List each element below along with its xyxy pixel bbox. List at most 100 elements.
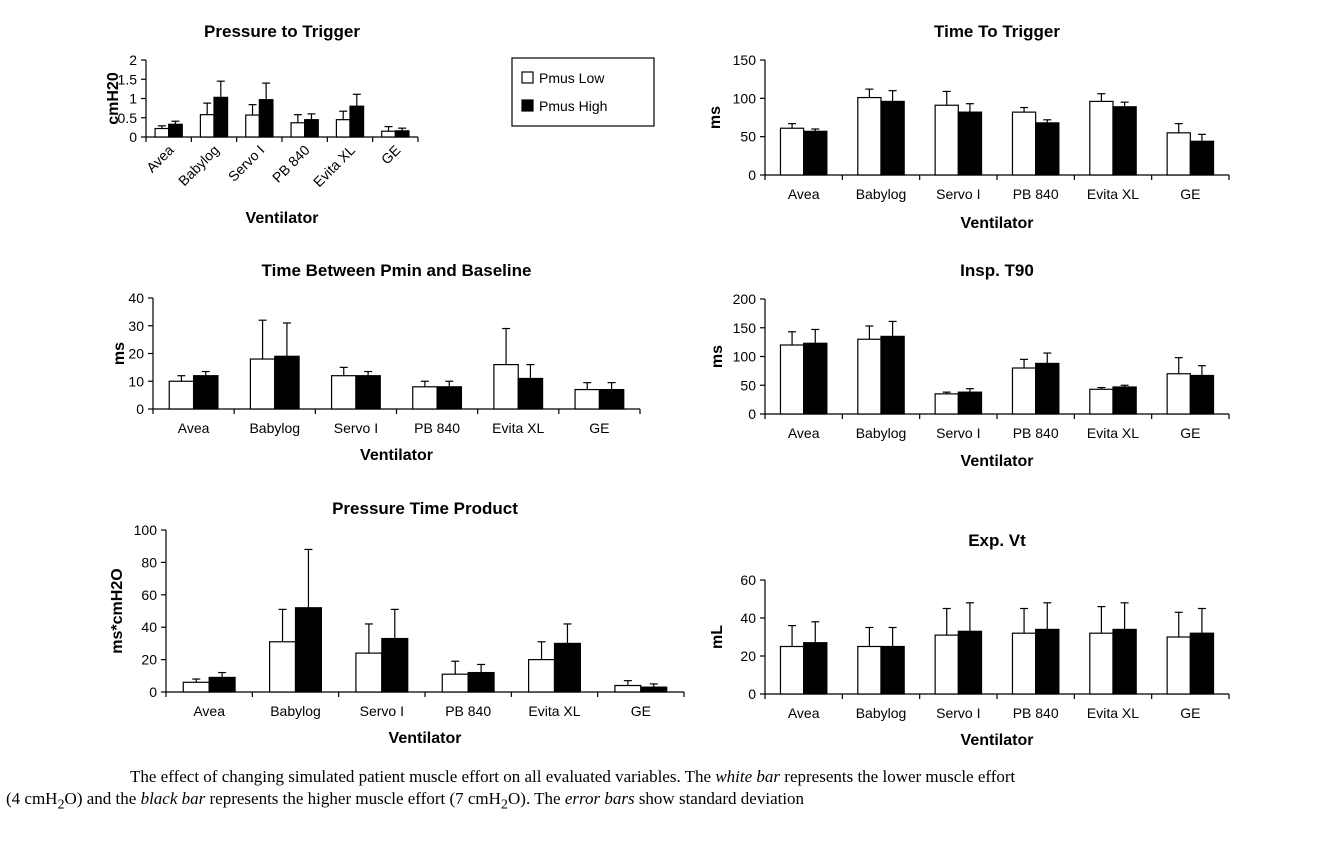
caption-text: (4 cmH: [6, 789, 58, 808]
bar-pmus-high: [803, 130, 828, 176]
bar-pmus-high: [1035, 122, 1060, 176]
y-tick-label: 40: [141, 619, 157, 635]
bar-pmus-low: [249, 358, 276, 410]
x-tick-label: Servo I: [936, 705, 980, 721]
x-tick-label: Evita XL: [492, 420, 544, 436]
x-tick-label: Avea: [788, 425, 820, 441]
y-tick-label: 150: [733, 52, 757, 68]
y-axis-label: cmH20: [105, 72, 122, 125]
bar-pmus-high: [803, 642, 828, 695]
x-axis-label: Ventilator: [961, 215, 1034, 232]
y-tick-label: 200: [733, 291, 757, 307]
x-tick-label: Avea: [788, 705, 820, 721]
x-tick-label: Servo I: [360, 703, 404, 719]
x-tick-label: Avea: [193, 703, 225, 719]
chart-2: Time To Trigger 0 50 100 150 Avea Babylog Servo…: [707, 22, 1230, 232]
x-tick-label: Avea: [788, 186, 820, 202]
bar-pmus-high: [349, 105, 365, 138]
y-tick-label: 2: [129, 52, 137, 68]
caption-text: show standard deviation: [634, 789, 805, 808]
y-tick-label: 0: [136, 401, 144, 417]
bar-pmus-low: [779, 127, 805, 176]
bar-pmus-low: [330, 375, 357, 410]
bar-pmus-low: [335, 119, 351, 138]
bar-pmus-low: [381, 130, 396, 138]
x-tick-label: PB 840: [1013, 425, 1059, 441]
legend-label: Pmus Low: [539, 70, 605, 86]
y-tick-label: 100: [733, 90, 757, 106]
bar-pmus-high: [1112, 386, 1137, 415]
bar-pmus-high: [1112, 106, 1137, 176]
bar-pmus-low: [614, 684, 642, 693]
x-axis-label: Ventilator: [961, 732, 1034, 749]
bar-pmus-low: [355, 652, 383, 693]
y-tick-label: 20: [740, 648, 756, 664]
y-tick-label: 150: [733, 320, 757, 336]
bar-pmus-high: [880, 335, 905, 415]
bar-pmus-high: [880, 100, 905, 176]
chart-title: Exp. Vt: [968, 531, 1026, 550]
y-tick-label: 100: [134, 522, 158, 538]
bar-pmus-low: [1166, 636, 1191, 695]
y-tick-label: 20: [141, 652, 157, 668]
x-tick-label: Avea: [143, 142, 177, 176]
x-tick-label: Evita XL: [1087, 705, 1139, 721]
x-tick-label: PB 840: [1013, 186, 1059, 202]
caption-subscript: 2: [500, 796, 508, 813]
bar-pmus-low: [1089, 100, 1114, 176]
caption-emphasis-white-bar: white bar: [715, 767, 781, 786]
caption-text: represents the lower muscle effort: [780, 767, 1016, 786]
x-tick-label: Babylog: [270, 703, 321, 719]
x-tick-label: Babylog: [856, 705, 907, 721]
bar-pmus-low: [1011, 632, 1037, 695]
y-tick-label: 0: [149, 684, 157, 700]
bar-pmus-low: [779, 344, 805, 415]
x-tick-label: Servo I: [334, 420, 378, 436]
bar-pmus-high: [957, 391, 983, 415]
bar-pmus-low: [934, 104, 959, 176]
bar-pmus-high: [517, 377, 544, 410]
x-tick-label: Babylog: [856, 186, 907, 202]
bar-pmus-high: [957, 630, 983, 695]
bar-pmus-high: [168, 123, 183, 138]
bar-pmus-low: [441, 673, 469, 693]
chart-title: Pressure to Trigger: [204, 22, 360, 41]
y-tick-label: 0: [748, 686, 756, 702]
x-tick-label: Evita XL: [310, 142, 358, 190]
chart-3: Time Between Pmin and Baseline 0 10 20 30 40 A…: [111, 261, 641, 464]
bar-pmus-high: [258, 99, 274, 138]
y-tick-label: 100: [733, 349, 757, 365]
y-tick-label: 60: [141, 587, 157, 603]
bar-pmus-low: [290, 122, 306, 138]
legend: Pmus Low Pmus High: [511, 57, 655, 127]
x-tick-label: GE: [1180, 425, 1200, 441]
x-tick-label: GE: [1180, 186, 1200, 202]
bar-pmus-high: [1189, 632, 1215, 695]
bar-pmus-low: [245, 114, 260, 138]
caption-emphasis-error-bars: error bars: [564, 789, 635, 808]
bar-pmus-high: [803, 342, 828, 415]
y-axis-label: ms: [707, 106, 724, 129]
y-tick-label: 50: [740, 377, 756, 393]
x-tick-label: PB 840: [1013, 705, 1059, 721]
bar-pmus-low: [934, 634, 959, 695]
bar-pmus-low: [857, 645, 882, 695]
bar-pmus-low: [857, 338, 882, 415]
x-tick-label: PB 840: [269, 142, 313, 186]
x-tick-label: Evita XL: [528, 703, 580, 719]
bar-pmus-high: [274, 355, 300, 410]
chart-title: Time Between Pmin and Baseline: [262, 261, 532, 280]
bar-pmus-high: [294, 607, 322, 693]
y-axis-label: mL: [709, 625, 726, 649]
y-tick-label: 0.5: [118, 110, 138, 126]
y-tick-label: 0: [748, 167, 756, 183]
caption-text: O) and the: [64, 789, 141, 808]
y-tick-label: 30: [128, 318, 144, 334]
bar-pmus-low: [493, 364, 519, 410]
x-tick-label: Evita XL: [1087, 425, 1139, 441]
x-tick-label: Servo I: [936, 186, 980, 202]
legend-box: [511, 57, 655, 127]
y-tick-label: 40: [128, 290, 144, 306]
x-axis-label: Ventilator: [360, 447, 433, 464]
x-tick-label: Evita XL: [1087, 186, 1139, 202]
